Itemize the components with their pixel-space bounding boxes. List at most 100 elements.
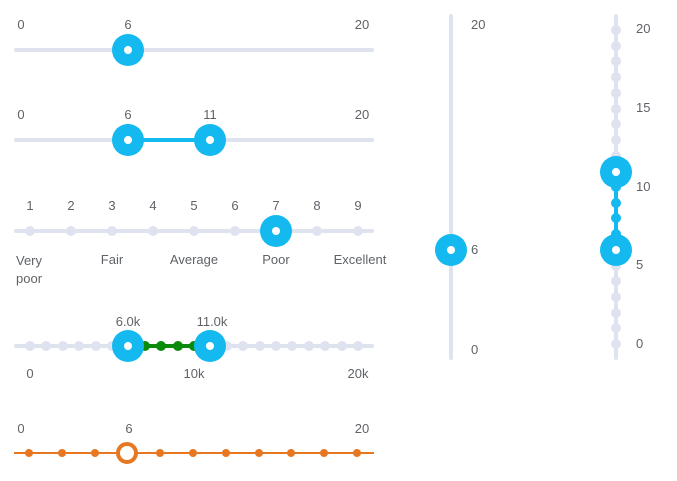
rating-number-label: 3 — [108, 198, 116, 213]
range-step-high-thumb[interactable] — [194, 330, 226, 362]
vertical-thumb[interactable] — [435, 234, 467, 266]
range-step-axis-label: 10k — [183, 366, 205, 381]
vertical-range-axis-label: 5 — [636, 257, 644, 272]
rating-number-label: 9 — [354, 198, 362, 213]
rating-tick — [189, 226, 199, 236]
rating-number-label: 4 — [149, 198, 157, 213]
rating-number-label: 7 — [272, 198, 280, 213]
slider-min-label: 0 — [17, 17, 25, 32]
vertical-range-tick — [611, 150, 621, 161]
range-step-tick — [25, 341, 35, 351]
vertical-range-tick — [611, 40, 621, 51]
range-step-tick — [41, 341, 52, 351]
stepped-tick — [320, 449, 329, 457]
vertical-range-tick — [611, 339, 621, 349]
range-max-label: 20 — [354, 107, 370, 122]
range-high-thumb[interactable] — [194, 124, 226, 156]
range-step-tick — [57, 341, 68, 351]
range-step-tick — [238, 341, 249, 351]
rating-category-label: Poor — [262, 252, 290, 267]
vertical-range-tick — [611, 103, 621, 114]
stepped-tick — [90, 449, 99, 457]
vertical-range-tick — [611, 87, 621, 98]
rating-number-label: 8 — [313, 198, 321, 213]
range-step-tick — [271, 341, 281, 351]
range-fill — [128, 138, 210, 142]
vertical-range-tick — [611, 119, 621, 130]
range-low-label: 6 — [124, 107, 132, 122]
slider-thumb[interactable] — [112, 34, 144, 66]
rating-category-label: Very poor — [16, 253, 43, 286]
range-step-tick — [336, 341, 347, 351]
vertical-track[interactable] — [449, 14, 453, 360]
vertical-range-axis-label: 10 — [636, 179, 651, 194]
range-step-tick — [287, 341, 298, 351]
slider-track[interactable] — [14, 48, 374, 52]
stepped-thumb[interactable] — [116, 442, 138, 464]
rating-number-label: 1 — [26, 198, 34, 213]
vertical-value-label: 6 — [471, 242, 479, 257]
vertical-range-tick — [611, 291, 621, 302]
stepped-tick — [221, 449, 230, 457]
rating-tick — [66, 226, 76, 236]
rating-number-label: 5 — [190, 198, 198, 213]
rating-tick — [148, 226, 158, 236]
vertical-range-tick — [611, 25, 621, 35]
rating-tick — [25, 226, 35, 236]
range-high-label: 11 — [203, 107, 217, 122]
vertical-max-label: 20 — [471, 17, 486, 32]
range-step-tick — [303, 341, 314, 351]
stepped-min-label: 0 — [17, 421, 25, 436]
stepped-tick — [156, 449, 165, 457]
rating-thumb[interactable] — [260, 215, 292, 247]
range-step-tick — [353, 341, 363, 351]
range-step-tick — [74, 341, 85, 351]
rating-tick — [230, 226, 240, 236]
stepped-tick — [189, 449, 197, 457]
rating-number-label: 2 — [67, 198, 75, 213]
range-step-tick — [320, 341, 331, 351]
range-step-low-thumb[interactable] — [112, 330, 144, 362]
stepped-tick — [57, 449, 66, 457]
vertical-range-tick — [611, 307, 621, 318]
range-step-fill — [128, 344, 210, 348]
rating-category-label: Average — [169, 252, 219, 267]
rating-category-label: Fair — [100, 252, 124, 267]
vertical-range-fill — [614, 172, 618, 250]
vertical-range-tick — [611, 134, 621, 145]
range-min-label: 0 — [17, 107, 25, 122]
range-step-tick — [221, 341, 232, 351]
slider-max-label: 20 — [354, 17, 370, 32]
stepped-tick — [25, 449, 33, 457]
vertical-range-axis-label: 0 — [636, 336, 644, 351]
vertical-range-tick — [611, 72, 621, 83]
range-low-thumb[interactable] — [112, 124, 144, 156]
vertical-range-axis-label: 15 — [636, 100, 651, 115]
slider-value-label: 6 — [124, 17, 132, 32]
range-step-high-label: 11.0k — [196, 314, 228, 329]
stepped-value-label: 6 — [125, 421, 133, 436]
rating-tick — [312, 226, 322, 236]
stepped-max-label: 20 — [354, 421, 370, 436]
vertical-range-tick — [611, 276, 621, 287]
rating-tick — [107, 226, 117, 236]
rating-category-label: Excellent — [333, 252, 387, 267]
range-step-tick — [254, 341, 265, 351]
vertical-range-axis-label: 20 — [636, 21, 651, 36]
range-step-tick — [90, 341, 101, 351]
stepped-tick — [353, 449, 361, 457]
range-step-axis-label: 0 — [26, 366, 34, 381]
range-step-axis-label: 20k — [347, 366, 369, 381]
stepped-tick — [254, 449, 263, 457]
vertical-range-tick — [611, 323, 621, 334]
vertical-range-tick — [611, 56, 621, 67]
stepped-tick — [287, 449, 296, 457]
range-step-low-label: 6.0k — [115, 314, 141, 329]
vertical-range-high-thumb[interactable] — [600, 156, 632, 188]
rating-tick — [353, 226, 363, 236]
vertical-min-label: 0 — [471, 342, 479, 357]
vertical-range-low-thumb[interactable] — [600, 234, 632, 266]
rating-number-label: 6 — [231, 198, 239, 213]
vertical-range-tick — [611, 197, 621, 208]
vertical-range-tick — [611, 213, 621, 224]
